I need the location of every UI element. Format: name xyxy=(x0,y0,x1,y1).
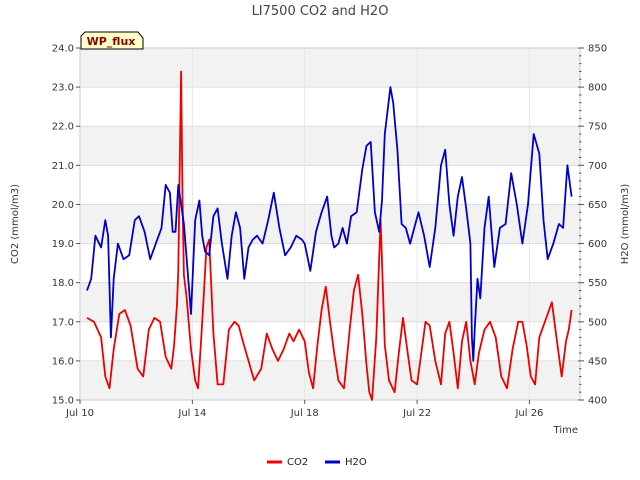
legend: CO2 H2O xyxy=(267,457,367,468)
y-left-tick-label: 17.0 xyxy=(52,317,74,328)
y-right-tick-label: 500 xyxy=(588,317,607,328)
y-right-tick-label: 700 xyxy=(588,161,607,172)
x-tick-label: Jul 14 xyxy=(177,408,206,419)
x-tick-label: Jul 22 xyxy=(402,408,431,419)
y-axis-right-title: H2O (mmol/m3) xyxy=(620,184,631,265)
y-left-tick-label: 16.0 xyxy=(52,356,74,367)
right-axis-ticks: 400 450 500 550 600 650 700 750 800 850 xyxy=(578,44,607,407)
y-left-tick-label: 23.0 xyxy=(52,83,74,94)
y-left-tick-label: 24.0 xyxy=(52,44,74,55)
left-axis-ticks: 15.0 16.0 17.0 18.0 19.0 20.0 21.0 22.0 23.0 24.0 xyxy=(52,44,80,407)
series-line-co2 xyxy=(86,70,573,401)
y-right-tick-label: 750 xyxy=(588,122,607,133)
y-right-tick-label: 600 xyxy=(588,239,607,250)
x-tick-label: Jul 10 xyxy=(65,408,94,419)
y-right-tick-label: 400 xyxy=(588,396,607,407)
x-tick-label: Jul 18 xyxy=(290,408,319,419)
site-badge-label: WP_flux xyxy=(87,35,136,48)
background-band xyxy=(80,126,580,166)
x-tick-label: Jul 26 xyxy=(514,408,543,419)
chart-title: LI7500 CO2 and H2O xyxy=(252,4,389,19)
y-left-tick-label: 19.0 xyxy=(52,239,74,250)
y-right-tick-label: 450 xyxy=(588,356,607,367)
x-axis-title: Time xyxy=(553,425,578,436)
y-left-tick-label: 22.0 xyxy=(52,122,74,133)
site-badge-shape xyxy=(80,31,144,50)
y-left-tick-label: 21.0 xyxy=(52,161,74,172)
background-bands xyxy=(80,48,580,400)
y-left-tick-label: 20.0 xyxy=(52,200,74,211)
y-right-tick-label: 850 xyxy=(588,44,607,55)
y-right-tick-label: 650 xyxy=(588,200,607,211)
legend-label-co2: CO2 xyxy=(287,457,308,468)
y-right-tick-label: 550 xyxy=(588,278,607,289)
x-axis-ticks: Jul 10 Jul 14 Jul 18 Jul 22 Jul 26 xyxy=(65,400,543,419)
series-line-h2o xyxy=(86,86,573,362)
y-left-tick-label: 18.0 xyxy=(52,278,74,289)
legend-label-h2o: H2O xyxy=(345,457,367,468)
y-axis-left-title: CO2 (mmol/m3) xyxy=(10,184,21,264)
plot-frame xyxy=(79,47,581,401)
background-band xyxy=(80,48,580,88)
site-badge: WP_flux xyxy=(80,31,144,50)
y-left-tick-label: 15.0 xyxy=(52,396,74,407)
y-right-tick-label: 800 xyxy=(588,83,607,94)
background-band xyxy=(80,360,580,400)
series-layer xyxy=(86,70,573,401)
